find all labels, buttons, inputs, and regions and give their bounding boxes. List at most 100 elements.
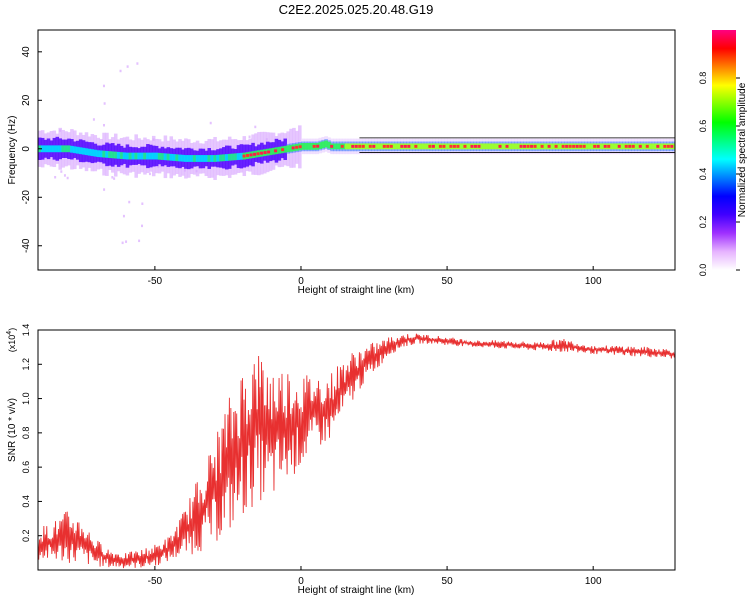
spectrogram-peak [554, 144, 558, 148]
snr-exponent-close: ) [7, 328, 17, 331]
spectrogram-peak [670, 144, 674, 148]
spectrogram-y-tick-label: -20 [21, 190, 32, 205]
spectrogram-peak [666, 144, 670, 148]
spectrogram-speckle [111, 176, 114, 179]
spectrogram-cell [303, 142, 308, 150]
spectrogram-peak [428, 144, 432, 148]
spectrogram-cell [485, 143, 489, 150]
spectrogram-cell [210, 155, 214, 162]
spectrogram-cell [213, 155, 217, 162]
spectrogram-cell [151, 152, 156, 160]
spectrogram-peak [523, 144, 527, 148]
spectrogram-peak [470, 144, 474, 148]
spectrogram-speckle [96, 143, 99, 146]
spectrogram-cell [187, 155, 191, 162]
spectrogram-speckle [152, 138, 155, 141]
spectrogram-peak [407, 144, 411, 148]
spectrogram-cell [58, 145, 62, 153]
spectrogram-cell [160, 153, 165, 160]
colorbar: 0.0 0.2 0.4 0.6 0.8 Normalized spectral ampl… [698, 30, 748, 276]
spectrogram-cell [590, 143, 594, 150]
spectrogram-cell [207, 155, 211, 162]
spectrogram-peak [246, 154, 250, 157]
spectrogram-peak [631, 144, 635, 148]
colorbar-tick-label: 0.0 [698, 264, 708, 277]
spectrogram-peak [386, 144, 390, 148]
spectrogram-cell [163, 153, 168, 161]
svg-text:(x104): (x104) [6, 328, 17, 352]
spectrogram-cell [195, 155, 200, 162]
spectrogram-cell [321, 141, 325, 149]
spectrogram-cell [283, 145, 287, 153]
spectrogram-cell [84, 148, 89, 156]
spectrogram-speckle [113, 177, 116, 180]
spectrogram-peak [477, 144, 481, 148]
snr-y-ticks: 0.2 0.4 0.6 0.8 1.0 1.2 1.4 [21, 324, 42, 542]
spectrogram-speckle [59, 129, 62, 132]
spectrogram-speckle [54, 175, 57, 179]
spectrogram-cell [412, 143, 416, 150]
spectrogram-cell [344, 143, 349, 150]
spectrogram-frame [37, 29, 676, 271]
spectrogram-cell [78, 147, 83, 155]
spectrogram-cell [113, 151, 118, 159]
spectrogram-cell [55, 145, 60, 153]
spectrogram-cell [175, 154, 179, 162]
spectrogram-cell [619, 143, 624, 150]
spectrogram-cell [467, 143, 472, 150]
spectrogram-peak [242, 154, 246, 158]
spectrogram-cell [178, 154, 182, 162]
snr-x-tick-label: 0 [298, 576, 304, 587]
spectrogram-peak [582, 144, 586, 148]
colorbar-scale [712, 30, 736, 270]
spectrogram-cell [216, 154, 220, 162]
spectrogram-peak [340, 144, 344, 148]
spectrogram-peak [291, 146, 295, 150]
spectrogram-y-tick-label: 0 [21, 146, 32, 152]
snr-exponent-power: 4 [6, 331, 13, 335]
snr-panel: -50 0 50 100 0.2 0.4 0.6 0.8 1.0 1.2 1.4 Height o… [6, 324, 676, 596]
spectrogram-cell [134, 152, 138, 160]
spectrogram-peak [431, 144, 435, 148]
snr-y-tick-label: 0.6 [21, 461, 31, 474]
spectrogram-cell [289, 144, 293, 152]
spectrogram-peak [498, 144, 502, 148]
spectrogram-peak [607, 144, 611, 148]
spectrogram-peak [442, 144, 446, 148]
spectrogram-peak [561, 144, 565, 148]
spectrogram-cell [447, 143, 451, 150]
spectrogram-cell [125, 152, 130, 160]
spectrogram-cell [268, 148, 273, 156]
spectrogram-x-label: Height of straight line (km) [298, 285, 415, 296]
spectrogram-cell [651, 143, 656, 150]
spectrogram-cell [61, 145, 65, 153]
spectrogram-cell [90, 149, 95, 157]
snr-x-tick-label: -50 [148, 576, 163, 587]
spectrogram-cell [189, 155, 194, 162]
spectrogram-cell [116, 151, 121, 159]
spectrogram-cell [549, 143, 553, 150]
spectrogram-cell [184, 155, 188, 162]
snr-exponent-base: (x10 [7, 335, 17, 353]
spectrogram-cell [675, 143, 679, 149]
spectrogram-cell [137, 152, 141, 160]
spectrogram-speckle [148, 172, 151, 176]
spectrogram-speckle [141, 224, 144, 228]
spectrogram-cell [169, 153, 174, 161]
spectrogram-cell [96, 150, 100, 158]
spectrogram-cell [166, 153, 171, 161]
spectrogram-peak [526, 144, 530, 148]
spectrogram-cell [219, 154, 223, 162]
spectrogram-peak [368, 144, 372, 148]
colorbar-tick-label: 0.6 [698, 120, 708, 133]
spectrogram-cell [587, 143, 591, 150]
spectrogram-cell [131, 152, 136, 160]
spectrogram-cell [236, 153, 241, 160]
spectrogram-peak [316, 144, 320, 148]
snr-y-label: SNR (10 * v/v) [7, 398, 18, 462]
spectrogram-x-tick-label: -50 [148, 276, 163, 287]
spectrogram-peak [263, 151, 267, 155]
spectrogram-speckle [126, 65, 129, 68]
spectrogram-cell [458, 143, 463, 150]
snr-plot [38, 333, 675, 569]
